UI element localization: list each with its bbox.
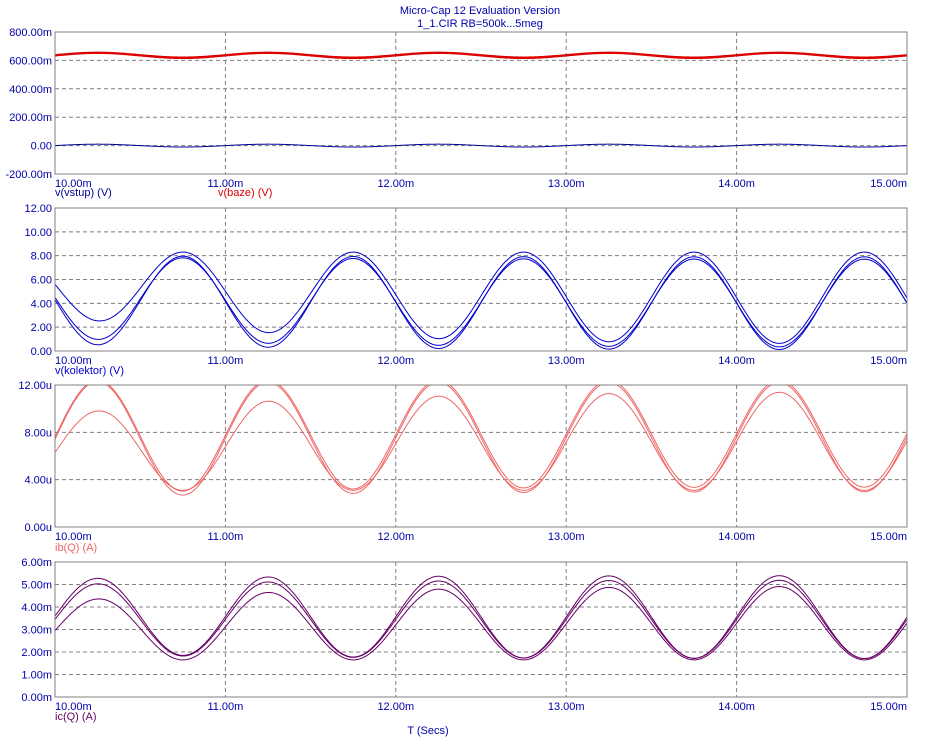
x-tick-label: 14.00m — [718, 531, 755, 543]
series-line-1 — [55, 143, 907, 148]
plot-frame — [54, 561, 908, 698]
x-tick-label: 11.00m — [207, 531, 243, 543]
x-tick-label: 15.00m — [870, 701, 907, 713]
x-tick-label: 13.00m — [548, 701, 585, 713]
y-tick-label: 2.00m — [21, 647, 52, 659]
y-tick-label: 0.00 — [31, 141, 52, 153]
plot-panels: 800.00m 600.00m 400.00m 200.00m 0.00 -200.00m… — [6, 27, 908, 723]
plot-frame — [54, 31, 908, 175]
series-line-3 — [55, 391, 907, 491]
x-tick-label: 10.00m — [55, 701, 92, 713]
y-tick-label: 3.00m — [21, 625, 52, 637]
y-tick-label: 10.00 — [24, 227, 52, 239]
trace-label: v(kolektor) (V) — [55, 365, 124, 377]
chart-subtitle: 1_1.CIR RB=500k...5meg — [417, 18, 543, 30]
x-tick-label: 14.00m — [718, 355, 755, 367]
x-tick-label: 15.00m — [870, 178, 907, 190]
y-tick-label: 5.00m — [21, 580, 52, 592]
x-tick-label: 14.00m — [718, 178, 755, 190]
x-tick-label: 10.00m — [55, 178, 92, 190]
y-tick-label: 6.00 — [31, 275, 52, 287]
series-line-2 — [55, 255, 907, 350]
y-tick-label: 4.00m — [21, 602, 52, 614]
y-tick-label: 600.00m — [9, 55, 52, 67]
y-tick-label: 12.00u — [18, 380, 52, 392]
x-tick-label: 11.00m — [207, 701, 243, 713]
trace-label: v(vstup) (V) — [55, 187, 112, 199]
y-tick-label: 0.00u — [24, 522, 52, 534]
series-line-1 — [55, 575, 907, 660]
x-tick-label: 13.00m — [548, 355, 585, 367]
y-tick-label: 8.00u — [24, 427, 52, 439]
x-tick-label: 12.00m — [377, 531, 414, 543]
y-tick-label: 1.00m — [21, 670, 52, 682]
series-line-2 — [55, 385, 907, 496]
trace-label: ic(Q) (A) — [55, 711, 97, 723]
x-tick-label: 15.00m — [870, 355, 907, 367]
y-tick-label: 4.00u — [24, 475, 52, 487]
x-tick-label: 11.00m — [207, 178, 243, 190]
chart-title: Micro-Cap 12 Evaluation Version — [400, 5, 560, 17]
plot-panel-4: 6.00m 5.00m 4.00m 3.00m 2.00m 1.00m 0.00m10.00… — [21, 557, 908, 723]
trace-label: v(baze) (V) — [218, 187, 272, 199]
y-tick-label: 0.00m — [21, 692, 52, 704]
x-tick-label: 11.00m — [207, 355, 243, 367]
y-tick-label: 200.00m — [9, 112, 52, 124]
y-tick-label: 2.00 — [31, 322, 52, 334]
y-tick-label: 0.00 — [31, 346, 52, 358]
x-axis-label: T (Secs) — [407, 725, 448, 737]
y-tick-label: 6.00m — [21, 557, 52, 569]
plot-panel-1: 800.00m 600.00m 400.00m 200.00m 0.00 -200.00m… — [6, 27, 908, 199]
y-tick-label: 800.00m — [9, 27, 52, 39]
series-line-3 — [55, 586, 907, 661]
series-line-2 — [55, 579, 907, 660]
plot-frame — [54, 384, 908, 528]
y-tick-label: 8.00 — [31, 251, 52, 263]
trace-label: ib(Q) (A) — [55, 542, 97, 554]
y-tick-label: 4.00 — [31, 298, 52, 310]
series-line-4 — [55, 51, 907, 58]
x-tick-label: 12.00m — [377, 701, 414, 713]
x-tick-label: 12.00m — [377, 355, 414, 367]
y-tick-label: -200.00m — [6, 169, 52, 181]
x-tick-label: 14.00m — [718, 701, 755, 713]
x-tick-label: 13.00m — [548, 531, 585, 543]
x-tick-label: 10.00m — [55, 531, 92, 543]
y-tick-label: 400.00m — [9, 84, 52, 96]
series-line-3 — [55, 251, 907, 344]
plot-frame — [54, 207, 908, 352]
y-tick-label: 12.00 — [24, 203, 52, 215]
x-tick-label: 12.00m — [377, 178, 414, 190]
series-line-1 — [55, 385, 907, 492]
x-tick-label: 15.00m — [870, 531, 907, 543]
x-tick-label: 13.00m — [548, 178, 585, 190]
x-tick-label: 10.00m — [55, 355, 92, 367]
